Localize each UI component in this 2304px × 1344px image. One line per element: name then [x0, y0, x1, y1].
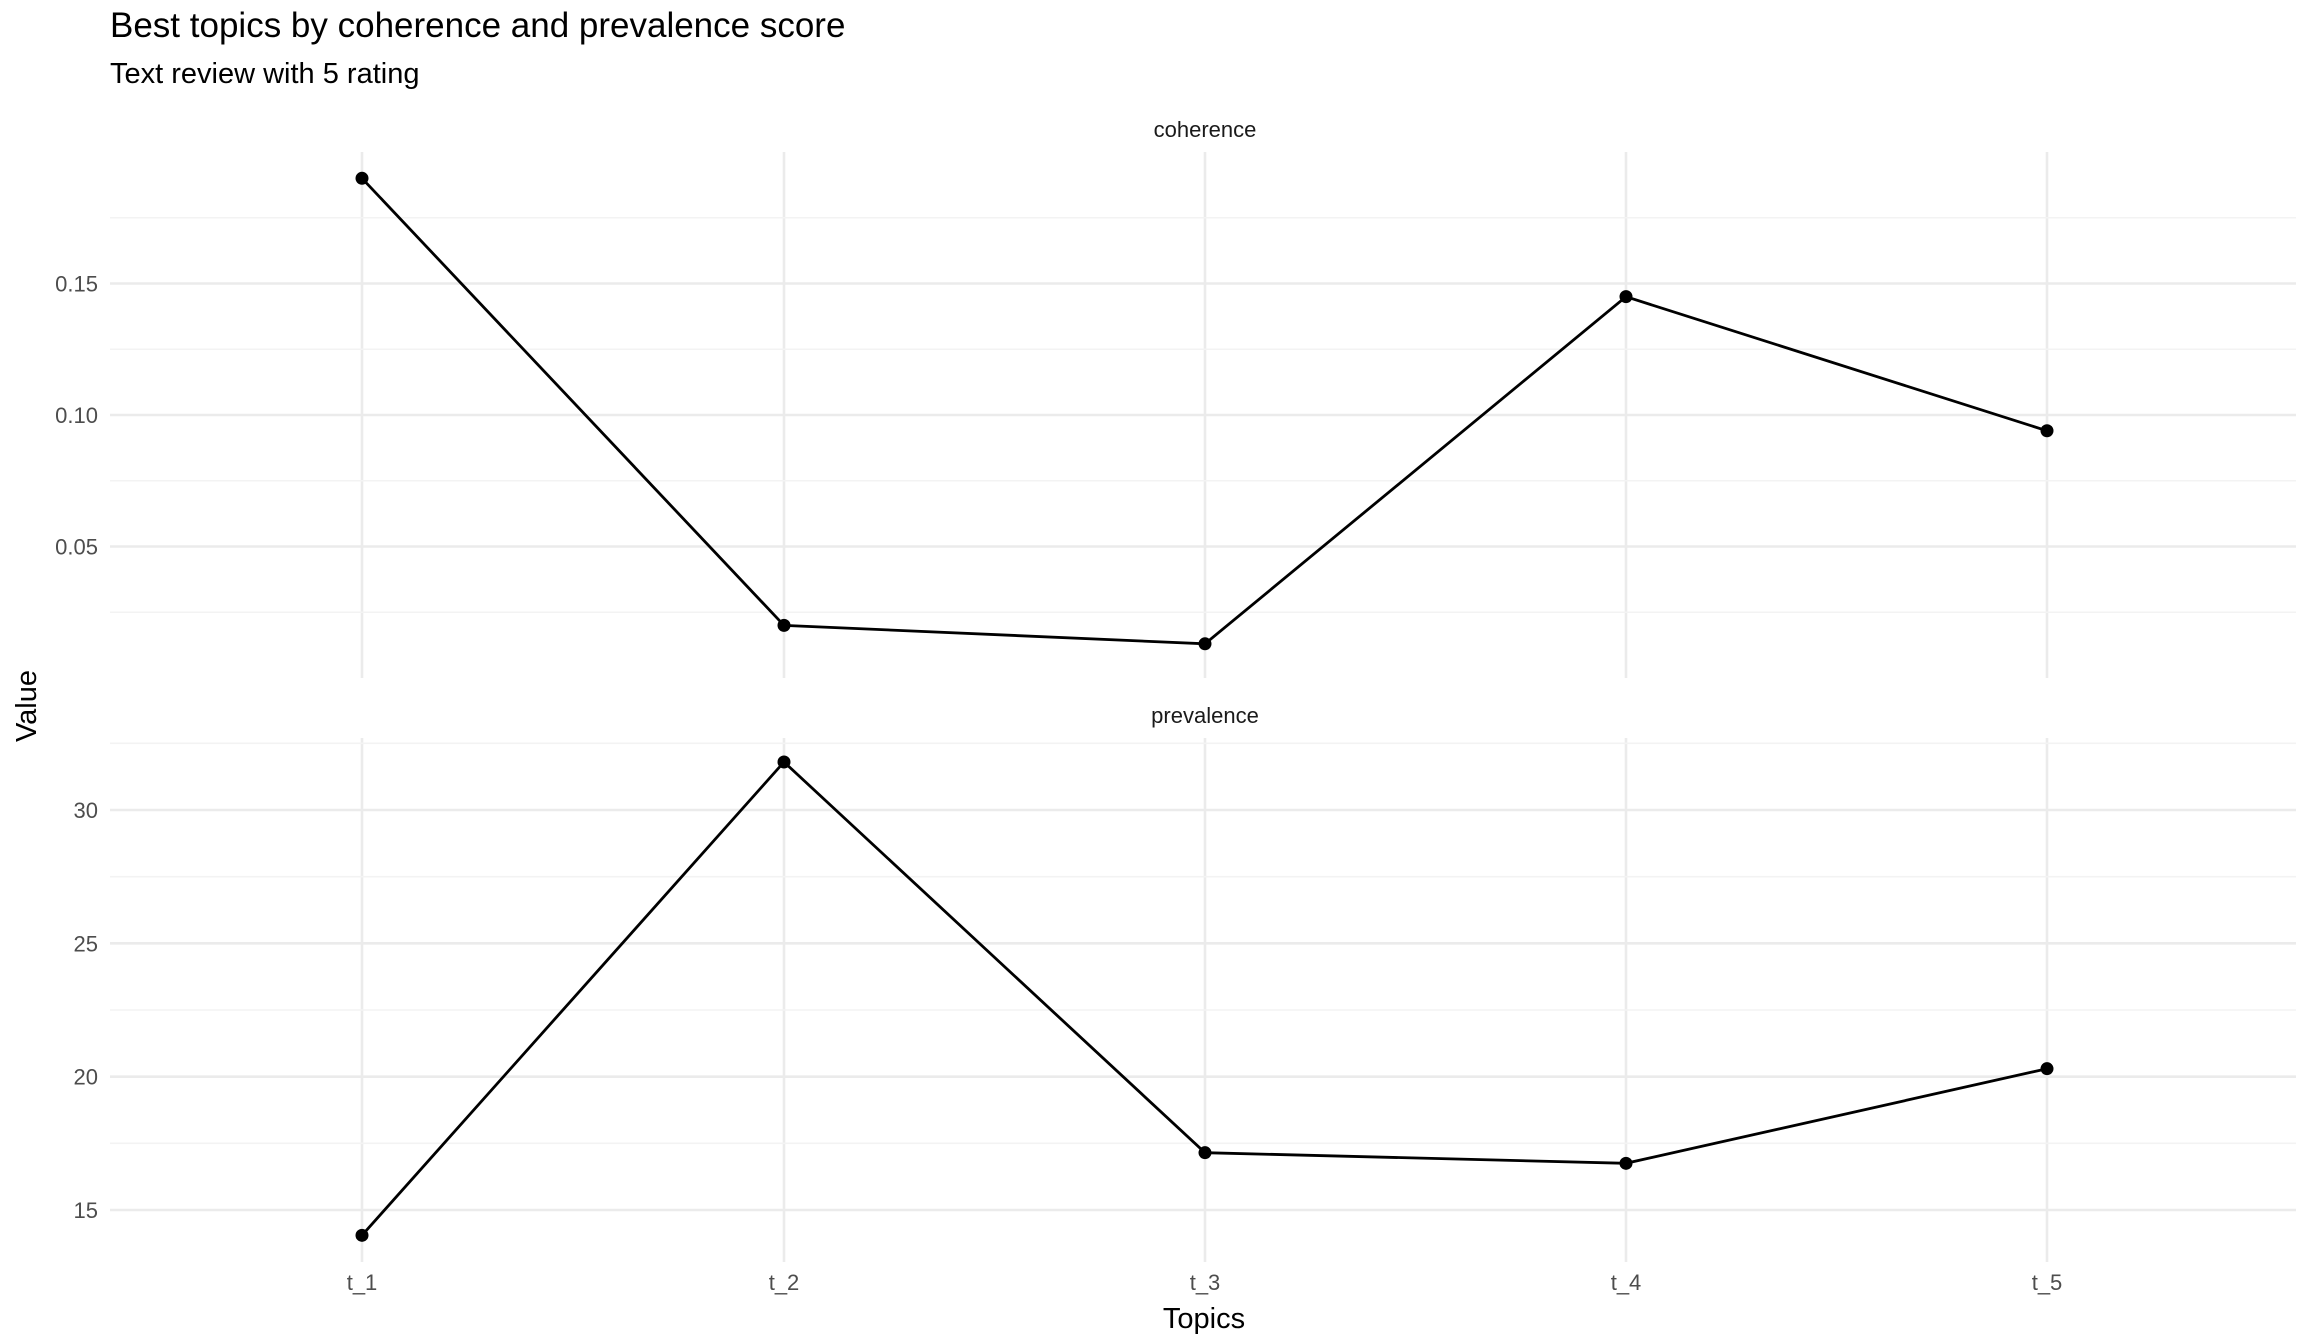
y-tick-label-prevalence-2: 25: [74, 931, 98, 956]
axis-layer: Topics Value 0.05 0.10 0.15 15 20 25 30 t_1 t_2 t…: [11, 272, 2062, 1336]
data-point-prevalence-t_4: [1619, 1156, 1633, 1170]
data-point-prevalence-t_1: [355, 1228, 369, 1242]
grid-layer: [110, 152, 2296, 1262]
data-point-prevalence-t_3: [1198, 1146, 1212, 1160]
x-tick-label-t_2: t_2: [769, 1270, 800, 1295]
y-tick-label-prevalence-3: 30: [74, 798, 98, 823]
data-point-coherence-t_1: [355, 171, 369, 185]
x-tick-label-t_4: t_4: [1611, 1270, 1642, 1295]
y-tick-label-prevalence-1: 20: [74, 1065, 98, 1090]
y-tick-label-coherence-0: 0.05: [55, 535, 98, 560]
chart-title: Best topics by coherence and prevalence …: [110, 6, 846, 45]
data-point-coherence-t_5: [2040, 424, 2054, 438]
y-tick-label-prevalence-0: 15: [74, 1198, 98, 1223]
facet-strip-label-coherence: coherence: [1154, 117, 1257, 142]
data-point-coherence-t_3: [1198, 637, 1212, 651]
chart-subtitle: Text review with 5 rating: [110, 58, 420, 90]
x-tick-label-t_3: t_3: [1190, 1270, 1221, 1295]
data-point-prevalence-t_2: [777, 755, 791, 769]
facet-strip-label-prevalence: prevalence: [1151, 703, 1259, 728]
y-tick-label-coherence-1: 0.10: [55, 403, 98, 428]
x-tick-label-t_5: t_5: [2032, 1270, 2063, 1295]
y-axis-title: Value: [11, 670, 43, 742]
data-point-prevalence-t_5: [2040, 1062, 2054, 1076]
facet-layer: coherence prevalence: [355, 117, 2054, 1242]
x-tick-label-t_1: t_1: [347, 1270, 378, 1295]
x-axis-title: Topics: [1163, 1303, 1245, 1335]
y-tick-label-coherence-2: 0.15: [55, 272, 98, 297]
data-point-coherence-t_2: [777, 618, 791, 632]
data-point-coherence-t_4: [1619, 290, 1633, 304]
